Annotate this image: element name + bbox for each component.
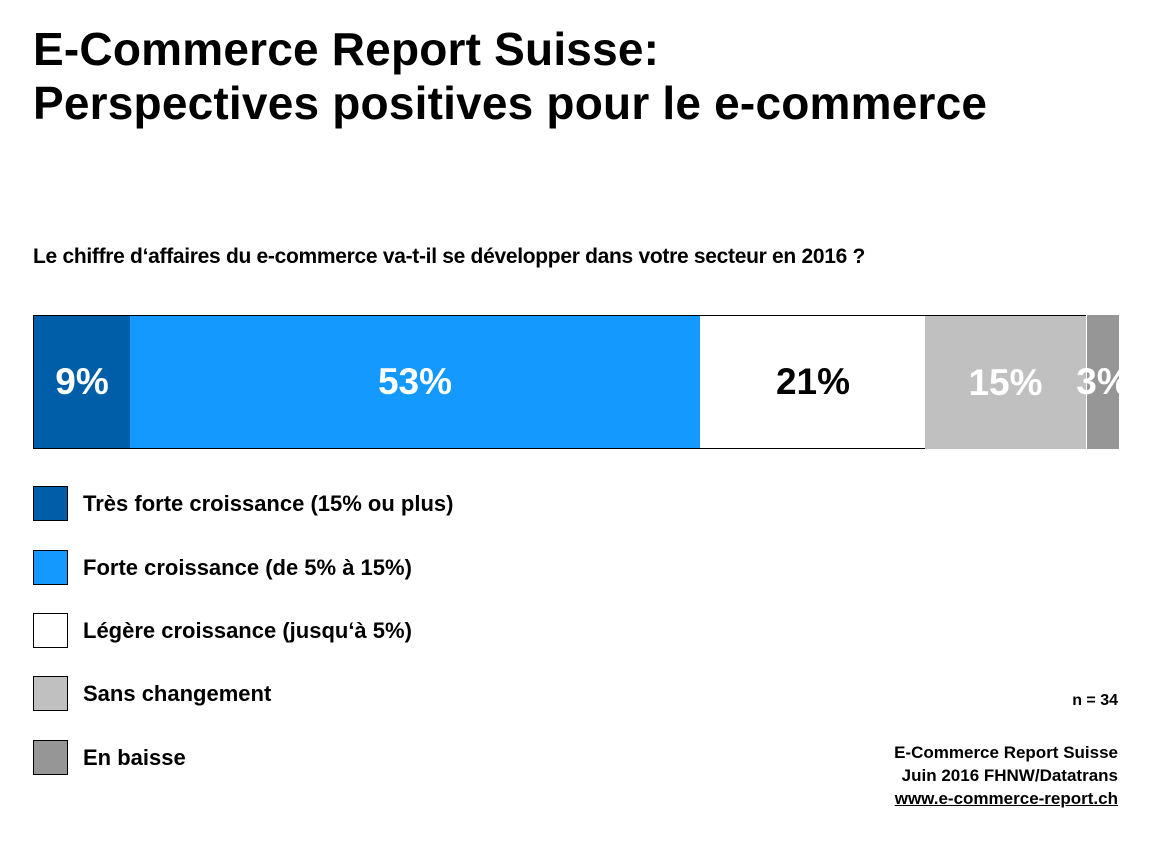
source-line-2: Juin 2016 FHNW/Datatrans	[901, 766, 1118, 785]
source-block: E-Commerce Report Suisse Juin 2016 FHNW/…	[894, 741, 1118, 810]
legend-swatch	[33, 676, 68, 711]
stacked-bar: 9% 53% 21% 15% 3%	[33, 315, 1130, 449]
legend-label: Sans changement	[83, 680, 272, 706]
legend-label: Légère croissance (jusqu‘à 5%)	[83, 617, 412, 643]
legend-swatch	[33, 550, 68, 585]
data-label: 15%	[968, 361, 1043, 403]
data-label: 53%	[377, 361, 453, 402]
legend-item: Sans changement	[33, 676, 271, 711]
data-label: 21%	[775, 361, 851, 402]
bar-segment: 21%	[700, 315, 926, 449]
bar-segment: 9%	[33, 315, 130, 449]
chart-question: Le chiffre d‘affaires du e-commerce va-t…	[33, 245, 866, 268]
title-line-1: E-Commerce Report Suisse:	[33, 23, 660, 75]
bar-segment: 3%	[1076, 315, 1130, 449]
legend-item: Très forte croissance (15% ou plus)	[33, 486, 453, 521]
page-title: E-Commerce Report Suisse: Perspectives p…	[33, 22, 987, 130]
source-line-1: E-Commerce Report Suisse	[894, 743, 1118, 762]
legend-swatch	[33, 486, 68, 521]
legend-swatch	[33, 740, 68, 775]
legend-label: Très forte croissance (15% ou plus)	[83, 490, 454, 516]
legend-label: En baisse	[83, 744, 186, 770]
bar-segment: 53%	[130, 315, 700, 449]
sample-size: n = 34	[1072, 692, 1118, 709]
legend-item: Légère croissance (jusqu‘à 5%)	[33, 613, 412, 648]
source-link[interactable]: www.e-commerce-report.ch	[894, 789, 1118, 808]
legend-swatch	[33, 613, 68, 648]
data-label: 3%	[1076, 361, 1130, 402]
title-line-2: Perspectives positives pour le e-commerc…	[33, 77, 988, 129]
legend-label: Forte croissance (de 5% à 15%)	[83, 554, 412, 580]
bar-segment: 15%	[925, 315, 1086, 449]
legend-item: Forte croissance (de 5% à 15%)	[33, 550, 412, 585]
legend-item: En baisse	[33, 740, 186, 775]
data-label: 9%	[55, 361, 109, 402]
